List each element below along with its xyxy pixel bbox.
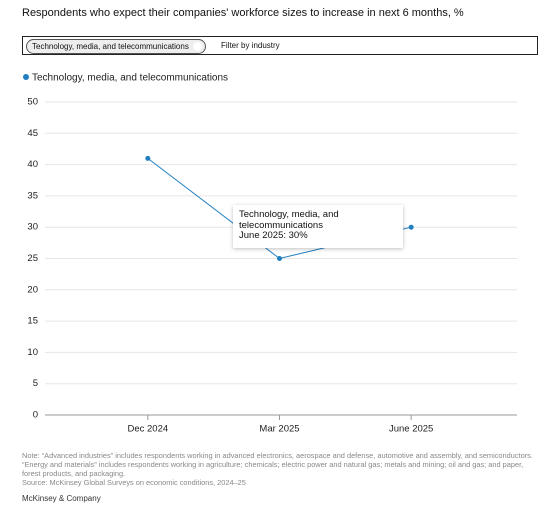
- x-tick-label: June 2025: [389, 424, 433, 435]
- x-tick-label: Mar 2025: [259, 424, 299, 435]
- chip-remove[interactable]: [192, 42, 202, 51]
- note: Note: “Advanced industries” includes res…: [22, 451, 533, 479]
- brand: McKinsey & Company: [22, 494, 101, 503]
- y-tick-label: 5: [33, 378, 38, 389]
- filter-chip[interactable]: Technology, media, and telecommunication…: [26, 39, 206, 54]
- source: Source: McKinsey Global Surveys on econo…: [22, 478, 246, 487]
- data-point: [145, 155, 151, 161]
- legend-label: Technology, media, and telecommunication…: [32, 73, 228, 84]
- y-tick-label: 15: [27, 316, 38, 327]
- legend-marker: [23, 74, 29, 80]
- tooltip: Technology, media, and telecommunication…: [233, 205, 403, 248]
- y-tick-label: 10: [27, 347, 38, 358]
- y-tick-label: 35: [27, 190, 38, 201]
- x-tick-label: Dec 2024: [127, 424, 168, 435]
- data-point: [277, 256, 282, 261]
- y-tick-label: 0: [33, 410, 38, 421]
- y-tick-label: 40: [27, 159, 38, 170]
- filter-box[interactable]: Technology, media, and telecommunication…: [22, 36, 538, 55]
- y-tick-label: 45: [27, 128, 38, 139]
- y-tick-label: 20: [27, 284, 38, 295]
- chart-title: Respondents who expect their companies' …: [22, 7, 464, 19]
- data-point: [408, 224, 414, 230]
- y-tick-label: 25: [27, 253, 38, 264]
- tooltip-label: June 2025: 30%: [239, 230, 308, 241]
- y-tick-label: 50: [27, 97, 38, 108]
- tooltip-series: Technology, media, and telecommunication…: [239, 209, 339, 231]
- y-tick-label: 30: [27, 222, 38, 233]
- chip-label: Technology, media, and telecommunication…: [32, 42, 189, 51]
- filter-label: Filter by industry: [221, 41, 280, 50]
- chart: Technology, media, and telecommunication…: [23, 73, 517, 435]
